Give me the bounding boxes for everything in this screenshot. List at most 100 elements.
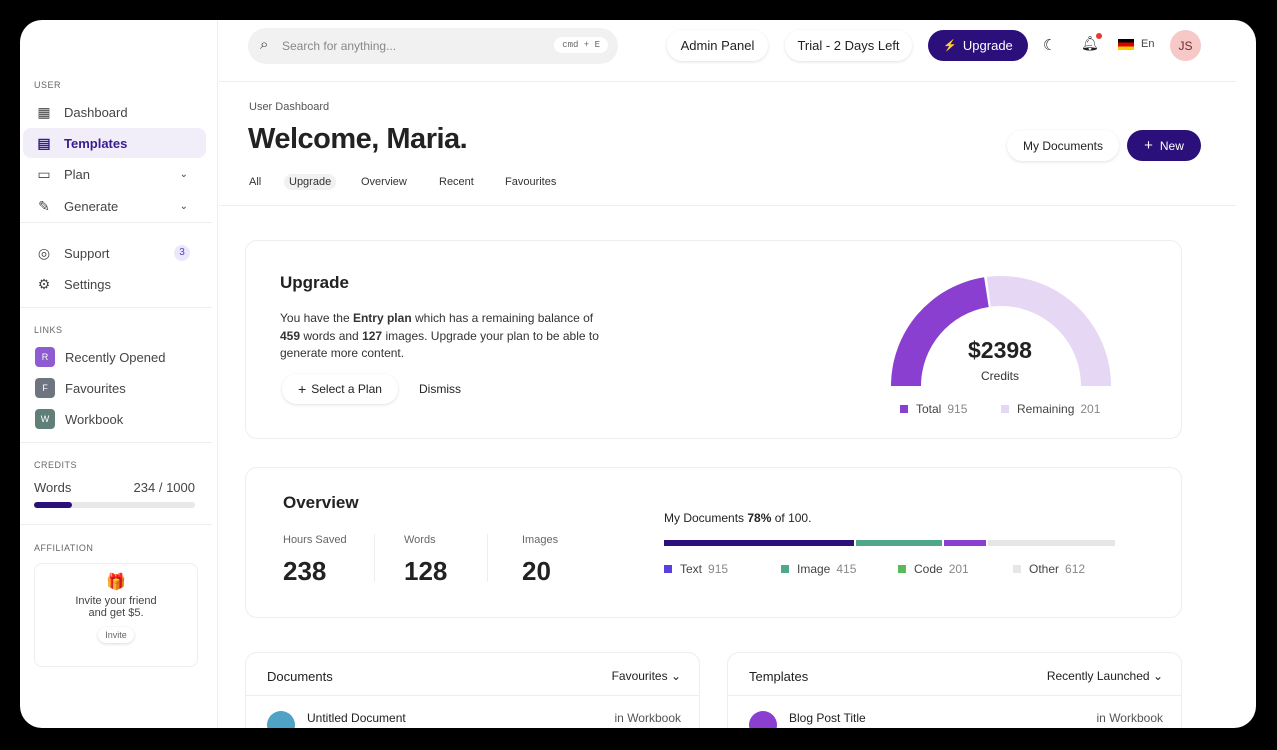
tab-upgrade[interactable]: Upgrade: [284, 174, 337, 190]
label: Code: [914, 562, 943, 576]
t: My Documents: [664, 511, 748, 525]
t: words and: [300, 328, 363, 343]
new-button[interactable]: + New: [1127, 130, 1201, 161]
overview-card: Overview Hours Saved 238 Words 128 Images 2…: [245, 467, 1182, 618]
chevron-down-icon: ⌄: [1152, 669, 1163, 683]
sidebar-item-settings[interactable]: ⚙ Settings: [23, 269, 206, 299]
stat-label: Words: [404, 534, 436, 546]
shortcut-hint: cmd + E: [554, 37, 608, 53]
link-favourites[interactable]: F Favourites: [23, 373, 206, 403]
divider: [20, 222, 212, 223]
t: generate more content.: [280, 346, 405, 360]
search-icon: ⌕: [260, 36, 269, 53]
templates-card: Templates Recently Launched ⌄ Blog Post …: [727, 652, 1182, 728]
label: Recently Launched: [1046, 669, 1150, 683]
label: New: [1159, 138, 1184, 153]
tab-all[interactable]: All: [249, 176, 262, 188]
images-count: 127: [362, 328, 383, 343]
value: 415: [836, 562, 857, 576]
label: En: [1141, 38, 1155, 50]
credits-words: Words 234 / 1000: [34, 480, 195, 508]
bell-icon[interactable]: 🔔︎: [1081, 33, 1102, 52]
trial-button[interactable]: Trial - 2 Days Left: [785, 30, 912, 61]
affiliation-text: Invite your friend: [75, 595, 157, 607]
search-input[interactable]: ⌕ Search for anything... cmd + E: [248, 28, 618, 64]
documents-usage-text: My Documents 78% of 100.: [664, 511, 811, 525]
template-avatar: [749, 711, 777, 728]
user-avatar[interactable]: JS: [1170, 30, 1201, 61]
link-avatar: F: [35, 378, 55, 398]
divider: [20, 307, 212, 308]
segment-text: [664, 540, 854, 546]
documents-filter-dropdown[interactable]: Favourites ⌄: [612, 669, 681, 683]
upgrade-button[interactable]: ⚡ Upgrade: [928, 30, 1028, 61]
legend-total: Total 915: [900, 402, 967, 416]
stat-words: Words 128: [404, 534, 447, 587]
legend-swatch: [664, 565, 672, 573]
legend-swatch: [898, 565, 906, 573]
gauge-total-arc: [891, 277, 989, 386]
stat-value: 20: [522, 556, 551, 586]
pct: 78%: [747, 511, 772, 525]
moon-icon[interactable]: ☾: [1043, 37, 1057, 54]
language-selector[interactable]: En: [1118, 38, 1154, 50]
label: Workbook: [65, 411, 124, 427]
label: Plan: [64, 166, 91, 182]
template-name[interactable]: Blog Post Title: [789, 711, 866, 725]
section-label-credits: CREDITS: [34, 460, 78, 470]
legend-other: Other 612: [1013, 562, 1085, 576]
sidebar-item-templates[interactable]: ▤ Templates: [23, 128, 206, 158]
invite-button[interactable]: Invite: [98, 627, 134, 643]
document-name[interactable]: Untitled Document: [307, 711, 406, 725]
tab-favourites[interactable]: Favourites: [505, 176, 557, 188]
my-documents-button[interactable]: My Documents: [1007, 130, 1119, 161]
value: 201: [1080, 402, 1101, 416]
label: Dashboard: [64, 104, 128, 120]
gauge-remaining-arc: [986, 276, 1111, 386]
grid-icon: ▦: [37, 103, 51, 120]
t: You have the: [280, 311, 353, 325]
dismiss-button[interactable]: Dismiss: [419, 382, 461, 396]
plus-icon: +: [298, 381, 307, 397]
legend-code: Code 201: [898, 562, 969, 576]
legend-text: Text 915: [664, 562, 728, 576]
legend-image: Image 415: [781, 562, 856, 576]
document-avatar: [267, 711, 295, 728]
label: Total: [916, 402, 942, 416]
t: images. Upgrade your plan to be able to: [382, 328, 599, 343]
select-plan-button[interactable]: + Select a Plan: [282, 374, 398, 404]
divider: [728, 695, 1181, 696]
tab-overview[interactable]: Overview: [361, 176, 407, 188]
templates-filter-dropdown[interactable]: Recently Launched ⌄: [1047, 669, 1163, 683]
divider: [20, 524, 212, 525]
chevron-down-icon: ⌄: [670, 669, 681, 683]
credits-gauge: [891, 276, 1111, 386]
label: Upgrade: [962, 38, 1013, 53]
label: Image: [797, 562, 831, 576]
legend-swatch: [900, 405, 908, 413]
link-workbook[interactable]: W Workbook: [23, 404, 206, 434]
tab-recent[interactable]: Recent: [439, 176, 474, 188]
sidebar-item-generate[interactable]: ✎ Generate ⌄: [23, 191, 206, 221]
sidebar-item-plan[interactable]: ▭ Plan ⌄: [23, 159, 206, 189]
document-icon: ▤: [37, 134, 51, 151]
t: of 100.: [771, 511, 812, 525]
label: Recently Opened: [65, 349, 166, 365]
sidebar-item-dashboard[interactable]: ▦ Dashboard: [23, 97, 206, 127]
legend-swatch: [1001, 405, 1009, 413]
link-recently-opened[interactable]: R Recently Opened: [23, 342, 206, 372]
top-header: ⌕ Search for anything... cmd + E Admin Pan…: [219, 20, 1236, 82]
value: 915: [947, 402, 968, 416]
pencil-icon: ✎: [38, 197, 50, 214]
stat-value: 238: [283, 556, 327, 586]
documents-card: Documents Favourites ⌄ Untitled Document…: [245, 652, 700, 728]
legend-swatch: [1013, 565, 1021, 573]
upgrade-title: Upgrade: [280, 273, 349, 292]
legend-remaining: Remaining 201: [1001, 402, 1100, 416]
admin-panel-button[interactable]: Admin Panel: [667, 30, 768, 61]
label: Text: [680, 562, 703, 576]
notification-dot: [1095, 33, 1102, 39]
value: 915: [708, 562, 729, 576]
label: Templates: [64, 135, 128, 151]
sidebar-item-support[interactable]: ◎ Support 3: [23, 238, 206, 268]
